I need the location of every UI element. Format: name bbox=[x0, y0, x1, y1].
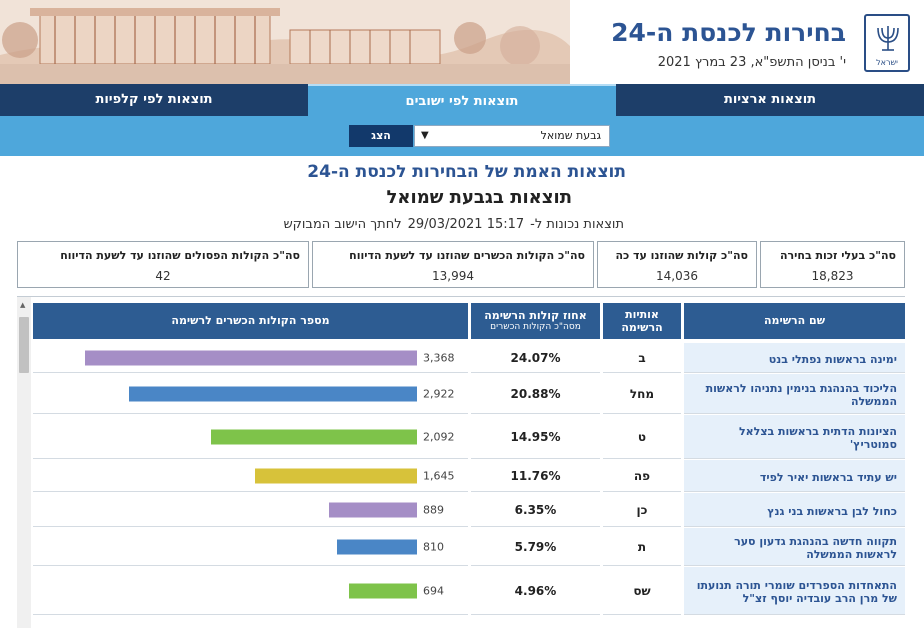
vote-count: 2,092 bbox=[423, 430, 455, 443]
table-row: 1,645 11.76% פה יש עתיד בראשות יאיר לפיד bbox=[33, 460, 905, 492]
table-row: 810 5.79% ת תקווה חדשה בהנהגת גדעון סער לרא… bbox=[33, 528, 905, 566]
vote-percent: 20.88% bbox=[471, 374, 600, 414]
summary-label: סה"כ בעלי זכות בחירה bbox=[779, 249, 896, 262]
table-row: 2,092 14.95% ט הציונות הדתית בראשות בצלאל ס… bbox=[33, 415, 905, 459]
list-letters: שס bbox=[603, 567, 681, 615]
main-nav: תוצאות ארציות תוצאות לפי ישובים תוצאות ל… bbox=[0, 84, 924, 116]
table-row: 889 6.35% כן כחול לבן בראשות בני גנץ bbox=[33, 493, 905, 527]
vote-count: 889 bbox=[423, 503, 444, 516]
election-date: י' בניסן התשפ"א, 23 במרץ 2021 bbox=[657, 55, 846, 70]
list-name-link[interactable]: התאחדות הספרדים שומרי תורה תנועתו של מרן… bbox=[684, 567, 905, 615]
list-name-link[interactable]: יש עתיד בראשות יאיר לפיד bbox=[684, 460, 905, 492]
results-title: תוצאות האמת של הבחירות לכנסת ה-24 bbox=[307, 162, 626, 182]
list-name-link[interactable]: הציונות הדתית בראשות בצלאל סמוטריץ' bbox=[684, 415, 905, 459]
votes-cell: 889 bbox=[33, 493, 468, 527]
votes-cell: 3,368 bbox=[33, 343, 468, 373]
vote-percent: 6.35% bbox=[471, 493, 600, 527]
summary-invalid-votes: סה"כ הקולות הפסולים שהוזנו עד לשעת הדיוו… bbox=[17, 241, 309, 288]
list-letters: ב bbox=[603, 343, 681, 373]
valid-time: 15:17 29/03/2021 bbox=[407, 217, 525, 232]
site-header: ישראל בחירות לכנסת ה-24 י' בניסן התשפ"א,… bbox=[0, 0, 924, 84]
vote-count: 2,922 bbox=[423, 387, 455, 400]
menorah-icon bbox=[877, 26, 899, 51]
list-letters: ט bbox=[603, 415, 681, 459]
summary-label: סה"כ הקולות הכשרים שהוזנו עד לשעת הדיווח bbox=[349, 249, 585, 262]
summary-label: סה"כ הקולות הפסולים שהוזנו עד לשעת הדיוו… bbox=[60, 249, 300, 262]
vote-bar bbox=[349, 583, 417, 598]
vote-percent: 4.96% bbox=[471, 567, 600, 615]
votes-cell: 694 bbox=[33, 567, 468, 615]
list-letters: ת bbox=[603, 528, 681, 566]
table-row: 694 4.96% שס התאחדות הספרדים שומרי תורה תנו… bbox=[33, 567, 905, 615]
summary-valid-votes: סה"כ הקולות הכשרים שהוזנו עד לשעת הדיווח… bbox=[312, 241, 594, 288]
votes-cell: 2,092 bbox=[33, 415, 468, 459]
valid-prefix: תוצאות נכונות ל- bbox=[530, 217, 624, 232]
table-row: 2,922 20.88% מחל הליכוד בהנהגת בנימין נתניה… bbox=[33, 374, 905, 414]
valid-suffix: לחתך הישוב המבוקש bbox=[283, 217, 402, 232]
vote-bar bbox=[337, 539, 417, 554]
summary-value: 13,994 bbox=[432, 269, 474, 283]
summary-label: סה"כ קולות שהוזנו עד כה bbox=[615, 249, 748, 262]
list-letters: כן bbox=[603, 493, 681, 527]
summary-eligible-voters: סה"כ בעלי זכות בחירה 18,823 bbox=[760, 241, 905, 288]
vote-count: 3,368 bbox=[423, 351, 455, 364]
locality-select[interactable]: גבעת שמואל ▼ bbox=[414, 125, 610, 147]
summary-value: 14,036 bbox=[656, 269, 698, 283]
table-scrollbar[interactable]: ▲ bbox=[17, 297, 31, 628]
summary-votes-entered: סה"כ קולות שהוזנו עד כה 14,036 bbox=[597, 241, 757, 288]
summary-value: 42 bbox=[155, 269, 171, 283]
tab-national-results[interactable]: תוצאות ארציות bbox=[723, 92, 817, 107]
header-list-name: שם הרשימה bbox=[684, 303, 905, 339]
vote-bar bbox=[255, 468, 417, 483]
header-list-letters: אותיות הרשימה bbox=[603, 303, 681, 339]
summary-value: 18,823 bbox=[811, 269, 854, 283]
dropdown-arrow-icon: ▼ bbox=[421, 130, 429, 141]
vote-count: 1,645 bbox=[423, 469, 455, 482]
header-letters-line2: הרשימה bbox=[621, 321, 663, 334]
scroll-up-arrow-icon[interactable]: ▲ bbox=[20, 301, 26, 309]
vote-count: 694 bbox=[423, 584, 444, 597]
list-letters: מחל bbox=[603, 374, 681, 414]
results-valid-line: תוצאות נכונות ל- 15:17 29/03/2021 לחתך היש… bbox=[277, 217, 624, 232]
locality-select-value: גבעת שמואל bbox=[540, 129, 601, 142]
vote-count: 810 bbox=[423, 540, 444, 553]
list-name-link[interactable]: תקווה חדשה בהנהגת גדעון סער לראשות הממשל… bbox=[684, 528, 905, 566]
list-name-link[interactable]: כחול לבן בראשות בני גנץ bbox=[684, 493, 905, 527]
votes-cell: 810 bbox=[33, 528, 468, 566]
site-title: בחירות לכנסת ה-24 bbox=[611, 18, 846, 47]
vote-percent: 11.76% bbox=[471, 460, 600, 492]
scroll-thumb[interactable] bbox=[19, 317, 29, 373]
tab-results-by-locality[interactable]: תוצאות לפי ישובים bbox=[308, 84, 616, 116]
vote-bar bbox=[129, 386, 417, 401]
summary-boxes: סה"כ בעלי זכות בחירה 18,823 סה"כ קולות ש… bbox=[17, 241, 905, 288]
state-emblem-logo: ישראל bbox=[864, 14, 910, 72]
votes-cell: 2,922 bbox=[33, 374, 468, 414]
vote-percent: 5.79% bbox=[471, 528, 600, 566]
knesset-banner-image bbox=[0, 0, 570, 84]
locality-filter-bar: גבעת שמואל ▼ הצג bbox=[0, 116, 924, 156]
vote-bar bbox=[329, 502, 417, 517]
vote-percent: 24.07% bbox=[471, 343, 600, 373]
show-button[interactable]: הצג bbox=[349, 125, 413, 147]
list-name-link[interactable]: ימינה בראשות נפתלי בנט bbox=[684, 343, 905, 373]
header-valid-votes: מספר הקולות הכשרים לרשימה bbox=[33, 303, 468, 339]
list-name-link[interactable]: הליכוד בהנהגת בנימין נתניהו לראשות הממשל… bbox=[684, 374, 905, 414]
table-row: 3,368 24.07% ב ימינה בראשות נפתלי בנט bbox=[33, 343, 905, 373]
vote-percent: 14.95% bbox=[471, 415, 600, 459]
knesset-illustration bbox=[0, 0, 570, 84]
results-table: ▲ שם הרשימה אותיות הרשימה אחוז קולות הרש… bbox=[17, 296, 905, 628]
tab-results-by-ballot[interactable]: תוצאות לפי קלפיות bbox=[95, 92, 213, 107]
list-letters: פה bbox=[603, 460, 681, 492]
header-vote-percent: אחוז קולות הרשימה מסה"כ הקולות הכשרים bbox=[471, 303, 600, 339]
emblem-label: ישראל bbox=[876, 58, 898, 67]
votes-cell: 1,645 bbox=[33, 460, 468, 492]
vote-bar bbox=[211, 429, 417, 444]
vote-bar bbox=[85, 350, 417, 365]
locality-title: תוצאות בגבעת שמואל bbox=[386, 187, 572, 208]
header-pct-line1: אחוז קולות הרשימה bbox=[484, 309, 587, 322]
header-pct-line2: מסה"כ הקולות הכשרים bbox=[490, 322, 581, 333]
header-letters-line1: אותיות bbox=[625, 307, 659, 321]
